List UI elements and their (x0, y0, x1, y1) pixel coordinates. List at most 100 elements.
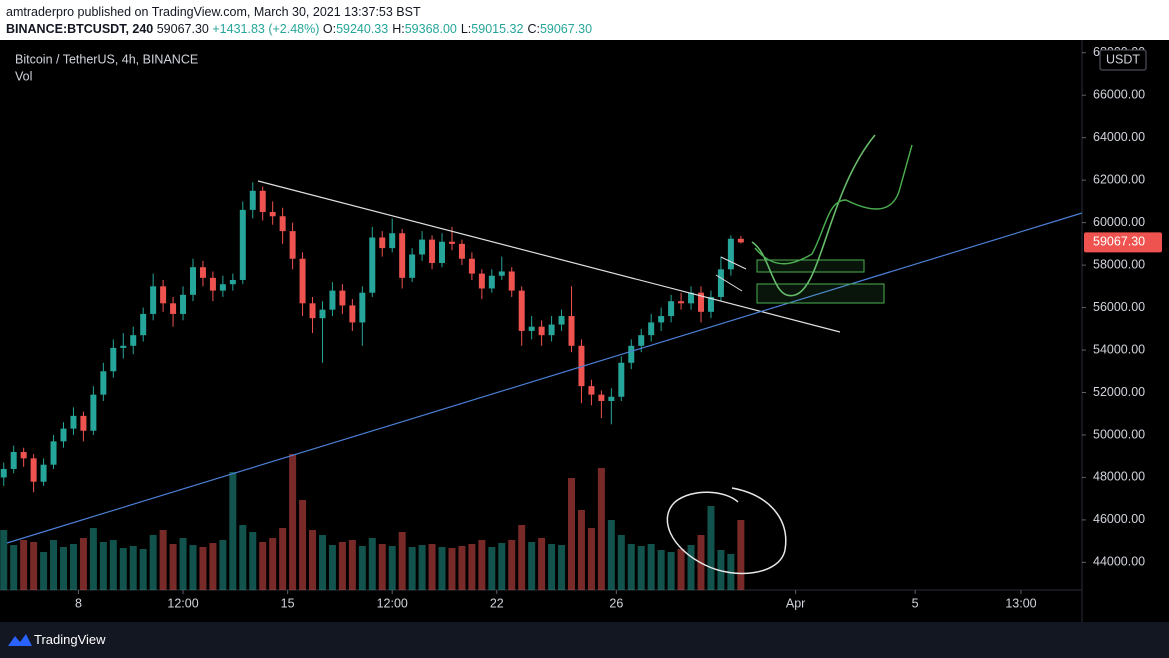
volume-bar (438, 547, 446, 590)
volume-bar (737, 520, 745, 590)
volume-bar (388, 546, 396, 590)
candle-body (678, 301, 685, 304)
footer: TradingView (0, 622, 1169, 658)
volume-bar (518, 525, 526, 590)
candle-body (448, 241, 455, 244)
ohlc-label: L: (460, 22, 472, 36)
x-tick-label: 15 (281, 596, 295, 610)
flag-line (720, 256, 747, 270)
candle-body (498, 271, 505, 276)
volume-bar (647, 544, 655, 590)
candle-body (60, 428, 67, 442)
volume-bar (279, 528, 287, 590)
chart: Bitcoin / TetherUS, 4h, BINANCE Vol 4400… (0, 40, 1169, 622)
volume-bar (448, 548, 456, 590)
y-tick-label: 54000.00 (1093, 342, 1145, 356)
logo-shape (8, 634, 32, 646)
volume-bar (348, 540, 356, 590)
volume-bar (239, 525, 247, 590)
y-tick-label: 50000.00 (1093, 427, 1145, 441)
candle-body (10, 451, 17, 469)
candle-body (80, 415, 87, 431)
volume-bar (269, 538, 277, 590)
candle-body (30, 458, 37, 482)
volume-bar (707, 506, 715, 590)
volume-bar (637, 546, 645, 590)
volume-bar (0, 530, 8, 590)
candle-body (369, 237, 376, 293)
publish-info: amtraderpro published on TradingView.com… (6, 5, 421, 19)
volume-bar (299, 500, 307, 590)
y-tick-label: 52000.00 (1093, 385, 1145, 399)
candle-body (70, 415, 77, 429)
logo (8, 634, 32, 646)
y-tick-label: 60000.00 (1093, 215, 1145, 229)
volume-bar (428, 544, 436, 590)
x-tick-label: 12:00 (167, 596, 198, 610)
candle-body (309, 303, 316, 319)
candle-body (150, 286, 157, 314)
candle-body (180, 294, 187, 314)
candle-body (269, 212, 276, 217)
volume-bar (488, 547, 496, 590)
y-tick-label: 46000.00 (1093, 512, 1145, 526)
volume-bar (478, 540, 486, 590)
ohlc-label: O: (322, 22, 337, 36)
ohlc-value: 59067.30 (539, 22, 593, 36)
candle-body (658, 316, 665, 323)
candle-body (199, 267, 206, 278)
symbol: BINANCE:BTCUSDT, 240 (6, 22, 154, 36)
currency: USDT (1106, 52, 1140, 66)
candle-body (40, 464, 47, 482)
volume-bar (577, 510, 585, 590)
volume-bar (408, 547, 416, 590)
volume-bar (597, 468, 605, 590)
volume-bar (199, 547, 207, 590)
candle-body (329, 290, 336, 310)
candle-body (429, 239, 436, 263)
volume-bar (558, 545, 566, 590)
volume-bar (667, 552, 675, 590)
candle-body (648, 322, 655, 336)
y-tick-label: 48000.00 (1093, 470, 1145, 484)
candle-body (379, 237, 386, 249)
brand: TradingView (34, 632, 106, 647)
header: amtraderpro published on TradingView.com… (0, 0, 1169, 40)
candle-body (478, 273, 485, 289)
volume-bar (418, 545, 426, 590)
x-tick-label: 5 (912, 596, 919, 610)
volume-bar (219, 540, 227, 590)
projection-curve (751, 134, 876, 297)
circle-annotation (666, 487, 787, 575)
support-line (6, 212, 1083, 544)
volume-bar (687, 545, 695, 590)
y-tick-label: 56000.00 (1093, 300, 1145, 314)
candle-body (568, 316, 575, 346)
candle-body (439, 241, 446, 263)
candle-body (219, 284, 226, 291)
volume-bar (617, 535, 625, 590)
candle-body (488, 275, 495, 289)
candle-body (239, 209, 246, 280)
volume-bar (508, 540, 516, 590)
candle-body (20, 451, 27, 459)
volume-bar (249, 532, 257, 590)
candle-body (90, 394, 97, 431)
candle-body (628, 345, 635, 363)
candle-body (688, 292, 695, 304)
volume-bar (139, 549, 147, 590)
volume-bar (189, 545, 197, 590)
symbol-line: BINANCE:BTCUSDT, 240 59067.30 +1431.83 (… (6, 22, 596, 36)
x-tick-label: 8 (75, 596, 82, 610)
candle-body (229, 279, 236, 285)
volume-bar (229, 472, 237, 590)
candle-body (389, 233, 396, 249)
candle-body (668, 301, 675, 317)
price: 59067.30 (156, 22, 209, 36)
volume-bar (159, 530, 167, 590)
candle-body (160, 286, 167, 304)
candle-body (259, 190, 266, 213)
ohlc-value: 59240.33 (336, 22, 389, 36)
volume-bar (69, 544, 77, 590)
